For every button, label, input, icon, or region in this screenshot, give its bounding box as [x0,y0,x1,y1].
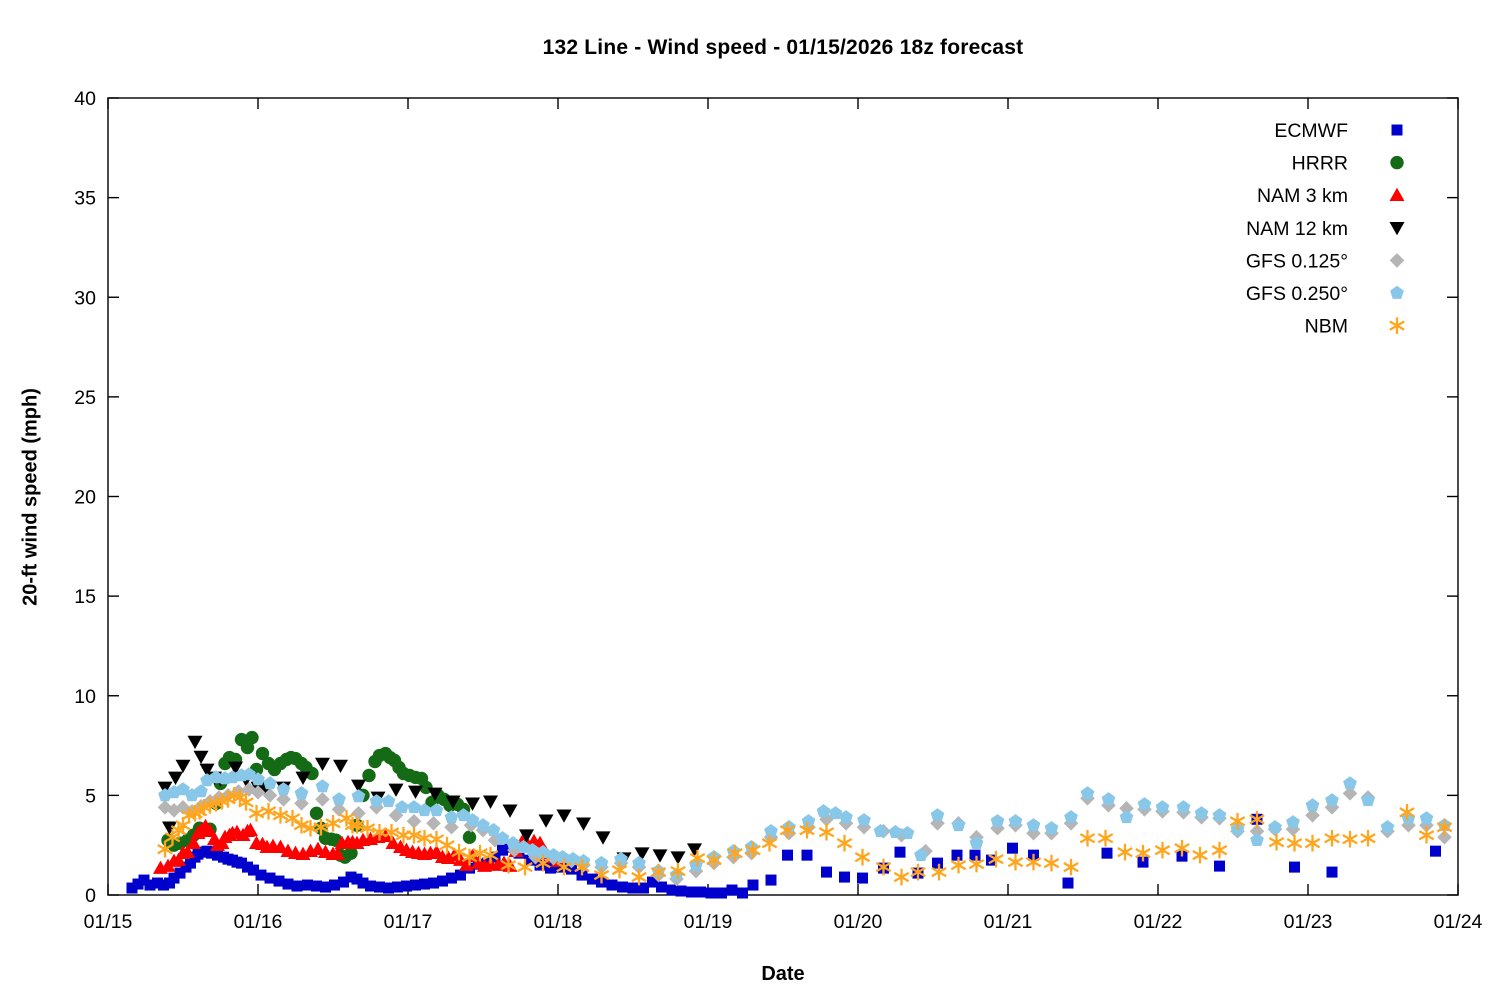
y-tick-label: 25 [74,387,96,409]
x-tick-label: 01/18 [534,911,583,933]
chart-title: 132 Line - Wind speed - 01/15/2026 18z f… [542,36,1024,59]
x-tick-label: 01/19 [684,911,733,933]
legend-label-nam-3-km: NAM 3 km [1257,185,1348,207]
x-tick-label: 01/17 [384,911,433,933]
legend-label-gfs-0-125: GFS 0.125° [1246,250,1348,272]
x-tick-label: 01/16 [234,911,283,933]
legend-label-gfs-0-250: GFS 0.250° [1246,283,1348,305]
legend-marker-nbm-icon [1389,317,1405,334]
legend-item-gfs-0-125: GFS 0.125° [1246,250,1405,272]
axis-ticks: 01/15 01/16 01/17 01/18 01/19 01/20 01/21 01/22… [74,88,1482,933]
legend: ECMWF HRRR NAM 3 km NAM 12 km GFS 0.125° GFS … [1246,120,1405,338]
y-tick-label: 5 [85,785,96,807]
y-tick-label: 35 [74,188,96,210]
y-tick-label: 30 [74,287,96,309]
legend-item-ecmwf: ECMWF [1274,120,1403,142]
legend-item-gfs-0-250: GFS 0.250° [1246,283,1404,305]
legend-marker-nam-12-km-icon [1389,222,1405,236]
legend-marker-gfs-0-125-icon [1389,253,1405,268]
series-ecmwf [126,813,1441,899]
x-tick-label: 01/15 [84,911,133,933]
y-tick-label: 10 [74,686,96,708]
legend-marker-ecmwf-icon [1391,124,1403,136]
y-tick-label: 15 [74,586,96,608]
legend-marker-nam-3-km-icon [1389,187,1405,201]
x-tick-label: 01/21 [984,911,1033,933]
y-tick-label: 40 [74,88,96,110]
x-tick-label: 01/23 [1284,911,1333,933]
x-tick-label: 01/24 [1434,911,1483,933]
legend-label-ecmwf: ECMWF [1274,120,1348,142]
legend-item-nbm: NBM [1305,316,1405,338]
x-axis-label: Date [761,963,805,985]
legend-item-nam-12-km: NAM 12 km [1246,218,1405,240]
legend-marker-hrrr-icon [1390,155,1404,170]
series-nbm [157,787,1453,886]
x-tick-label: 01/22 [1134,911,1183,933]
legend-marker-gfs-0-250-icon [1390,285,1404,299]
y-tick-label: 0 [85,885,96,907]
legend-label-nbm: NBM [1305,316,1348,338]
legend-label-nam-12-km: NAM 12 km [1246,218,1348,240]
legend-label-hrrr: HRRR [1292,153,1348,175]
legend-item-hrrr: HRRR [1292,153,1404,175]
legend-item-nam-3-km: NAM 3 km [1257,185,1405,207]
y-tick-label: 20 [74,487,96,509]
x-tick-label: 01/20 [834,911,883,933]
